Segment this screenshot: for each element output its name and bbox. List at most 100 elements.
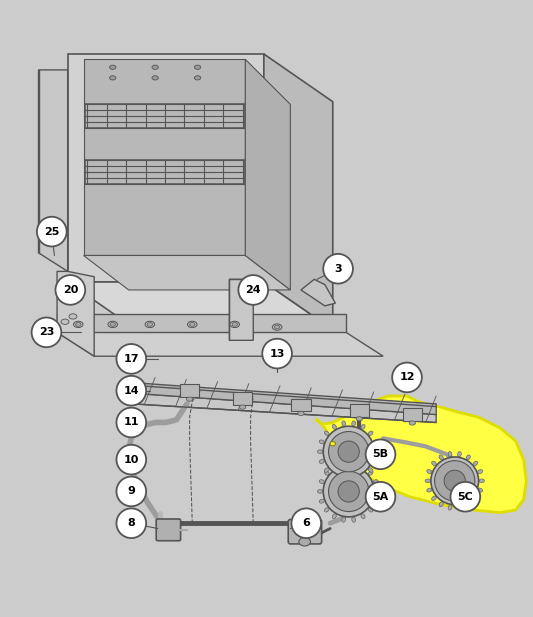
Circle shape	[366, 439, 395, 469]
Ellipse shape	[332, 474, 336, 479]
Text: 5B: 5B	[373, 449, 389, 459]
Ellipse shape	[61, 319, 69, 325]
Ellipse shape	[110, 65, 116, 69]
Ellipse shape	[352, 461, 356, 466]
Ellipse shape	[409, 421, 416, 425]
Ellipse shape	[145, 321, 155, 328]
Circle shape	[392, 363, 422, 392]
Ellipse shape	[342, 517, 345, 522]
Ellipse shape	[319, 499, 325, 503]
Circle shape	[37, 217, 67, 246]
Ellipse shape	[478, 470, 483, 473]
Ellipse shape	[352, 517, 356, 522]
Ellipse shape	[319, 479, 325, 484]
Ellipse shape	[434, 461, 475, 501]
Ellipse shape	[439, 502, 443, 507]
Ellipse shape	[352, 421, 356, 426]
Ellipse shape	[373, 499, 378, 503]
Ellipse shape	[323, 466, 374, 517]
Ellipse shape	[325, 508, 329, 512]
Text: 23: 23	[39, 328, 54, 337]
Ellipse shape	[272, 324, 282, 330]
Text: 5C: 5C	[457, 492, 473, 502]
FancyBboxPatch shape	[288, 520, 321, 544]
Text: 20: 20	[63, 285, 78, 295]
Ellipse shape	[368, 471, 373, 475]
Ellipse shape	[232, 323, 237, 326]
Ellipse shape	[108, 321, 117, 328]
Text: 6: 6	[302, 518, 310, 528]
Ellipse shape	[328, 471, 369, 511]
Text: 24: 24	[245, 285, 261, 295]
Polygon shape	[301, 280, 335, 306]
Ellipse shape	[352, 477, 356, 482]
Ellipse shape	[431, 457, 479, 505]
Text: 25: 25	[44, 226, 60, 236]
Ellipse shape	[325, 471, 329, 475]
Ellipse shape	[342, 477, 345, 482]
Ellipse shape	[427, 470, 432, 473]
Ellipse shape	[444, 470, 465, 491]
Ellipse shape	[448, 452, 452, 457]
Polygon shape	[57, 314, 346, 333]
Polygon shape	[84, 59, 245, 255]
Circle shape	[323, 254, 353, 284]
Ellipse shape	[319, 460, 325, 463]
Polygon shape	[57, 271, 94, 356]
Ellipse shape	[317, 450, 322, 453]
Ellipse shape	[110, 323, 115, 326]
Bar	[180, 384, 199, 397]
Text: 17: 17	[124, 354, 139, 364]
Ellipse shape	[317, 489, 322, 493]
Ellipse shape	[373, 479, 378, 484]
Ellipse shape	[328, 431, 369, 472]
Text: 10: 10	[124, 455, 139, 465]
Polygon shape	[68, 282, 333, 329]
Ellipse shape	[466, 455, 470, 460]
Bar	[292, 399, 311, 412]
Ellipse shape	[373, 440, 378, 444]
Ellipse shape	[473, 496, 478, 500]
Text: 12: 12	[399, 373, 415, 383]
Ellipse shape	[368, 468, 373, 472]
Circle shape	[116, 408, 146, 437]
Ellipse shape	[439, 455, 443, 460]
Polygon shape	[317, 396, 526, 513]
Polygon shape	[134, 383, 436, 415]
Polygon shape	[38, 70, 68, 271]
Ellipse shape	[361, 514, 365, 519]
Ellipse shape	[110, 76, 116, 80]
Ellipse shape	[298, 412, 304, 416]
Ellipse shape	[342, 421, 345, 426]
Text: 11: 11	[124, 418, 139, 428]
Bar	[350, 404, 369, 416]
Ellipse shape	[457, 452, 461, 457]
Polygon shape	[264, 54, 333, 329]
Circle shape	[116, 476, 146, 507]
Circle shape	[450, 482, 480, 511]
Ellipse shape	[361, 424, 365, 429]
Ellipse shape	[448, 505, 452, 510]
Ellipse shape	[478, 488, 483, 492]
Ellipse shape	[338, 481, 359, 502]
Circle shape	[55, 275, 85, 305]
Ellipse shape	[432, 462, 437, 466]
Ellipse shape	[457, 505, 461, 510]
Text: 3: 3	[334, 263, 342, 274]
Polygon shape	[229, 280, 253, 341]
Ellipse shape	[466, 502, 470, 507]
Ellipse shape	[375, 489, 380, 493]
Ellipse shape	[368, 508, 373, 512]
Ellipse shape	[338, 441, 359, 462]
Ellipse shape	[195, 65, 201, 69]
Ellipse shape	[432, 496, 437, 500]
Ellipse shape	[361, 474, 365, 479]
Polygon shape	[68, 54, 264, 282]
Ellipse shape	[332, 514, 336, 519]
Ellipse shape	[147, 323, 152, 326]
Ellipse shape	[323, 426, 374, 477]
Circle shape	[262, 339, 292, 368]
Ellipse shape	[299, 537, 311, 546]
Text: 13: 13	[269, 349, 285, 358]
Ellipse shape	[152, 76, 158, 80]
